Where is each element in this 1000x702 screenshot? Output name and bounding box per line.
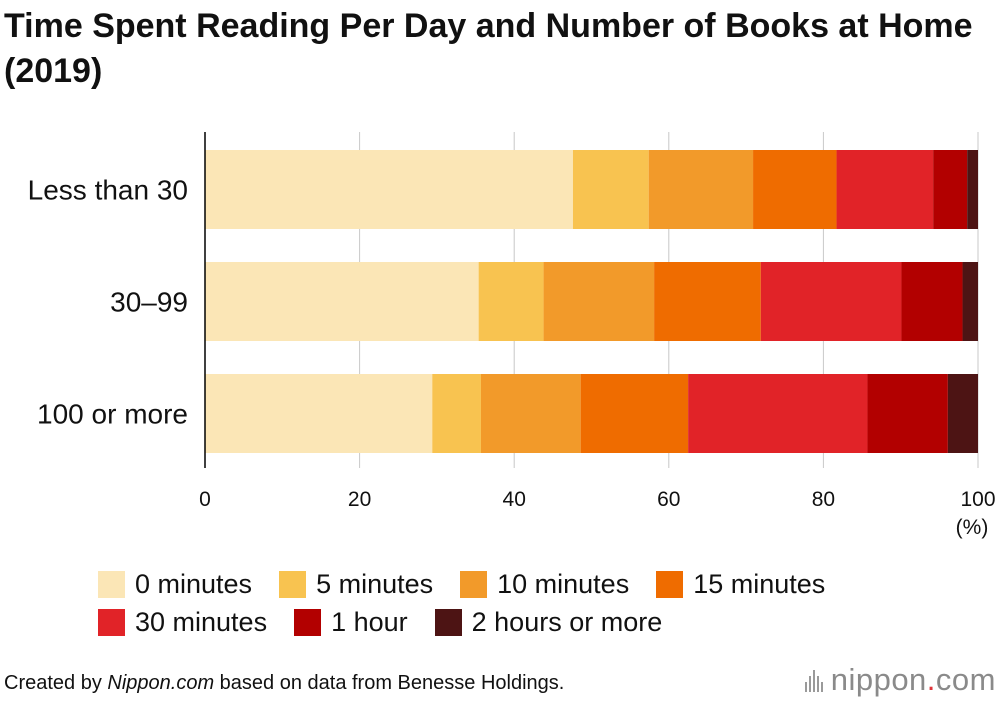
legend-swatch: [279, 570, 307, 598]
legend-label: 30 minutes: [135, 606, 268, 637]
bar-segment: [205, 262, 479, 341]
bar-segment: [648, 150, 754, 229]
bar-segment: [967, 150, 978, 229]
bar-segment: [688, 374, 868, 453]
bar-segment: [901, 262, 963, 341]
legend-swatch: [460, 570, 488, 598]
bar-segment: [480, 374, 581, 453]
x-axis: 0 20 40 60 80 100 (%): [199, 132, 996, 539]
bar-segment: [572, 150, 649, 229]
x-tick-label: 60: [657, 488, 680, 511]
category-label: 30–99: [110, 287, 188, 318]
legend-row-1: 0 minutes 5 minutes 10 minutes 15 minute…: [98, 566, 958, 602]
bar-segment: [753, 150, 837, 229]
legend-label: 0 minutes: [135, 568, 253, 599]
bar-segment: [205, 150, 573, 229]
source-suffix: based on data from Benesse Holdings.: [214, 672, 565, 694]
legend-swatch: [434, 608, 462, 636]
source-link[interactable]: Nippon.com: [107, 672, 215, 694]
category-label: 100 or more: [37, 399, 188, 430]
legend-label: 5 minutes: [316, 568, 434, 599]
legend-label: 1 hour: [331, 606, 408, 637]
bar-segment: [580, 374, 689, 453]
bar-segment: [478, 262, 544, 341]
x-unit-label: (%): [956, 516, 989, 539]
legend: 0 minutes 5 minutes 10 minutes 15 minute…: [98, 566, 958, 642]
legend-swatch: [98, 608, 125, 636]
bar-segment: [432, 374, 481, 453]
legend-item: 1 hour: [294, 607, 408, 638]
logo-bars-icon: [804, 668, 825, 692]
legend-label: 15 minutes: [693, 568, 826, 599]
legend-item: 5 minutes: [279, 569, 433, 600]
legend-item: 2 hours or more: [434, 606, 663, 638]
bar-segment: [543, 262, 655, 341]
bar-segment: [654, 262, 761, 341]
bar-segment: [836, 150, 934, 229]
legend-row-2: 30 minutes 1 hour 2 hours or more: [98, 604, 958, 640]
legend-swatch: [294, 608, 322, 636]
source-prefix: Created by: [4, 672, 108, 694]
x-tick-label: 100: [960, 488, 995, 511]
bar-segment: [962, 262, 978, 341]
bars: [205, 150, 978, 453]
bar-segment: [867, 374, 948, 453]
category-labels: Less than 30 30–99 100 or more: [28, 175, 188, 430]
legend-item: 30 minutes: [98, 607, 267, 638]
legend-label: 2 hours or more: [471, 606, 663, 637]
legend-label: 10 minutes: [497, 568, 630, 599]
nippon-logo[interactable]: nippon.com: [804, 662, 996, 698]
bar-segment: [205, 374, 433, 453]
x-tick-label: 80: [812, 488, 835, 511]
bar-segment: [947, 374, 978, 453]
x-tick-label: 0: [199, 488, 211, 511]
bar-segment: [760, 262, 902, 341]
legend-item: 0 minutes: [98, 569, 252, 600]
category-label: Less than 30: [28, 175, 188, 206]
bar-segment: [933, 150, 968, 229]
chart-title: Time Spent Reading Per Day and Number of…: [4, 7, 973, 90]
legend-item: 15 minutes: [656, 569, 825, 600]
legend-swatch: [98, 570, 125, 598]
x-tick-label: 20: [348, 488, 371, 511]
chart-plot: 0 20 40 60 80 100 (%) Less than 30 30–99 100 or …: [28, 132, 996, 539]
source-note: Created by Nippon.com based on data from…: [4, 672, 564, 695]
x-tick-label: 40: [503, 488, 526, 511]
legend-item: 10 minutes: [460, 569, 629, 600]
logo-wordmark: nippon.com: [830, 662, 996, 697]
legend-swatch: [656, 570, 684, 598]
